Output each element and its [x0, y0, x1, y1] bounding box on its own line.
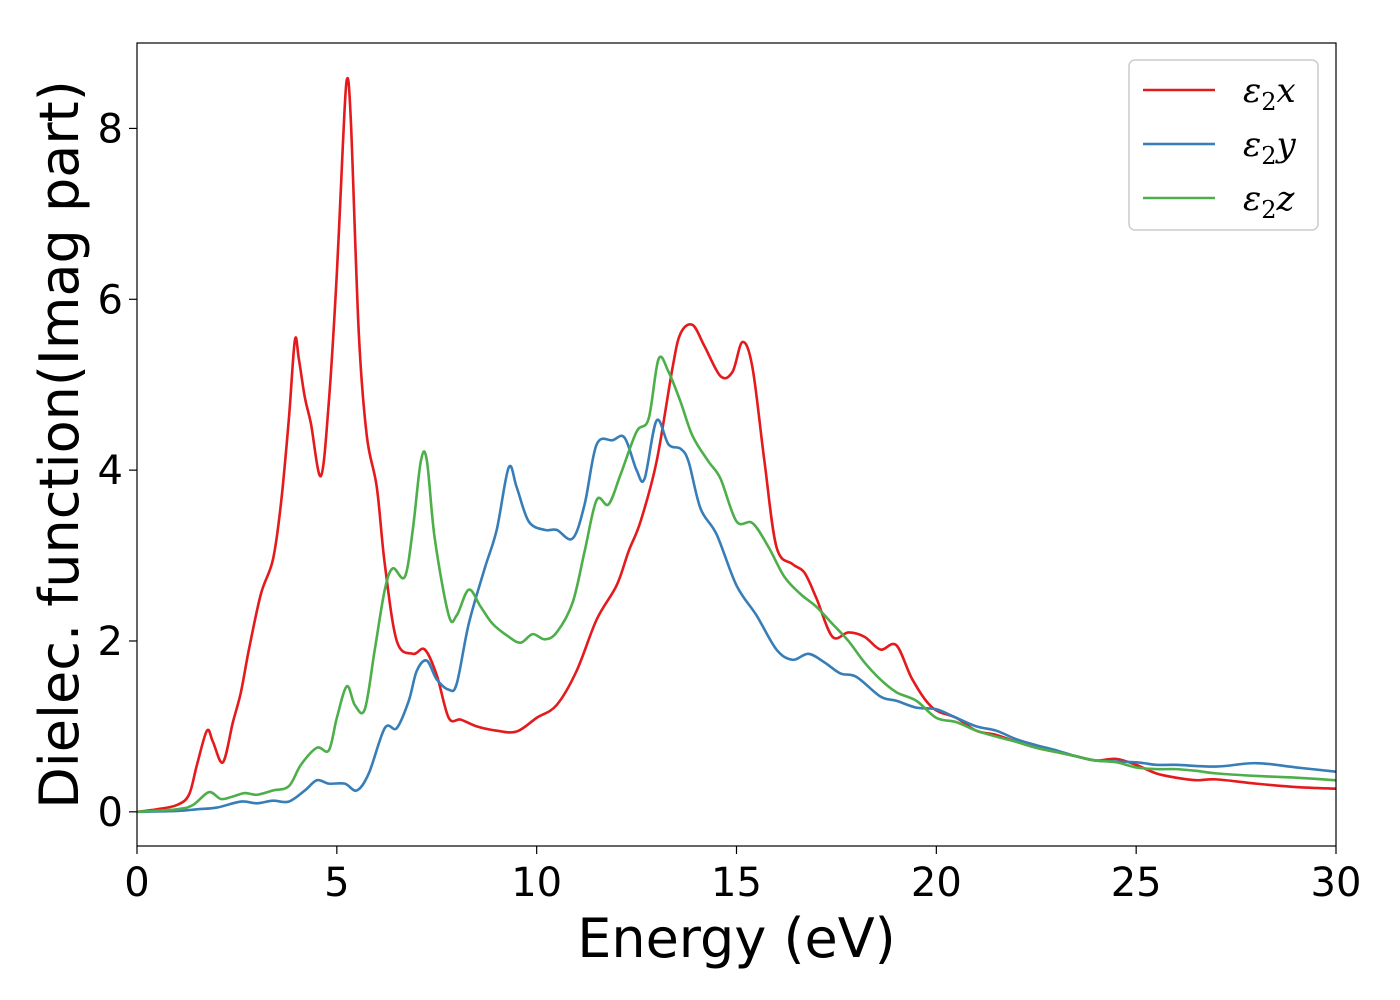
x-axis: 0 5 10 15 20 25 30: [124, 846, 1361, 906]
x-tick-label: 30: [1311, 860, 1362, 906]
y-tick-label: 2: [98, 619, 123, 665]
legend-label-x: ε2x: [1243, 71, 1296, 116]
series-line-z: [136, 355, 1337, 814]
legend-label-z: ε2z: [1243, 179, 1296, 224]
legend: ε2x ε2y ε2z: [1128, 59, 1319, 231]
y-axis-title: Dielec. function(Imag part): [28, 80, 91, 809]
x-axis-title: Energy (eV): [577, 907, 896, 970]
y-tick-label: 0: [98, 790, 123, 836]
series-line-y: [136, 418, 1337, 814]
x-tick-label: 25: [1111, 860, 1162, 906]
y-axis: 0 2 4 6 8: [98, 106, 137, 836]
x-tick-label: 20: [911, 860, 962, 906]
x-tick-label: 0: [124, 860, 149, 906]
y-tick-label: 8: [98, 106, 123, 152]
y-tick-label: 6: [98, 277, 123, 323]
x-tick-label: 15: [711, 860, 762, 906]
x-tick-label: 5: [324, 860, 349, 906]
legend-box: [1128, 59, 1319, 231]
series-layer: [136, 76, 1337, 814]
series-line-x: [136, 76, 1337, 814]
x-tick-label: 10: [511, 860, 562, 906]
legend-label-y: ε2y: [1243, 125, 1297, 170]
y-tick-label: 4: [98, 448, 123, 494]
